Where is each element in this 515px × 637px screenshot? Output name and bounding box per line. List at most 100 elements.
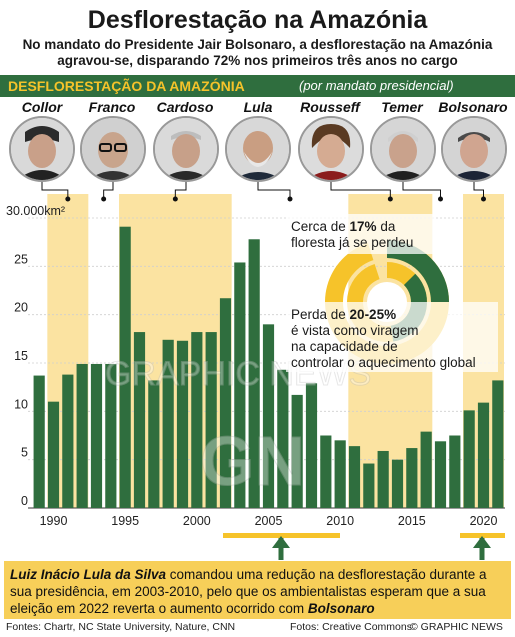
bar-1993 [90, 363, 103, 508]
portrait-franco [80, 116, 146, 182]
y-tick-label: 5 [21, 446, 28, 460]
portrait-collor [9, 116, 75, 182]
bar-2019 [463, 410, 475, 508]
footer-photos: Fotos: Creative Commons [290, 621, 412, 633]
bar-2001 [205, 332, 217, 508]
portrait-lula [225, 116, 291, 182]
president-name-franco: Franco [88, 99, 136, 115]
svg-text:na capacidade de: na capacidade de [291, 339, 398, 354]
bar-2009 [320, 435, 332, 508]
connector-dot-franco [101, 196, 107, 202]
bar-2008 [305, 383, 318, 508]
x-tick-label: 1995 [111, 514, 139, 528]
bottom-note-name-bolsonaro: Bolsonaro [307, 601, 375, 616]
x-tick-label: 2015 [398, 514, 426, 528]
portrait-rousseff [298, 116, 364, 182]
bar-2004 [248, 239, 260, 508]
connector-dot-collor [65, 196, 71, 202]
bar-2012 [363, 463, 375, 508]
connector-dot-temer [438, 196, 443, 202]
portrait-cardoso [153, 116, 219, 182]
lula-term-bracket [223, 533, 340, 560]
bar-2013 [377, 450, 389, 508]
section-header-bar [0, 75, 515, 97]
connector-bolsonaro [473, 182, 484, 198]
connector-lula [257, 182, 291, 198]
svg-text:Perda de 20-25%: Perda de 20-25% [291, 307, 396, 322]
portrait-bolsonaro [441, 116, 507, 182]
bar-1990 [47, 401, 60, 508]
bar-2000 [191, 332, 203, 508]
bar-2015 [406, 448, 418, 508]
x-tick-label: 2005 [255, 514, 283, 528]
bar-2011 [348, 446, 361, 508]
y-tick-label: 30.000km² [6, 204, 65, 218]
donut-lost-segment [387, 240, 449, 302]
svg-text:controlar o aquecimento global: controlar o aquecimento global [291, 355, 476, 370]
president-name-rousseff: Rousseff [300, 99, 360, 115]
connector-dot-cardoso [172, 196, 178, 202]
bolsonaro-term-bracket [460, 533, 505, 560]
connector-collor [41, 182, 69, 198]
y-tick-label: 10 [14, 397, 28, 411]
bar-2018 [449, 435, 461, 508]
connector-dot-rousseff [387, 196, 393, 202]
page-title: Desflorestação na Amazónia [87, 6, 428, 34]
bar-2017 [434, 441, 447, 508]
president-name-temer: Temer [381, 99, 423, 115]
y-tick-label: 25 [14, 252, 28, 266]
bar-2003 [234, 262, 246, 508]
bar-2007 [291, 394, 303, 508]
forest-lost-value: 17% [350, 219, 377, 234]
president-name-collor: Collor [21, 99, 63, 115]
bottom-note-text: comandou uma redução na desflorestação d… [10, 567, 487, 616]
page-subtitle: No mandato do Presidente Jair Bolsonaro,… [22, 37, 493, 68]
bar-1995 [119, 226, 131, 508]
y-tick-label: 15 [14, 349, 28, 363]
bar-2005 [262, 324, 275, 508]
bar-2016 [420, 431, 432, 508]
bar-2021 [492, 380, 504, 508]
connector-rousseff [330, 182, 391, 198]
svg-text:é vista como viragem: é vista como viragem [291, 323, 419, 338]
section-title: DESFLORESTAÇÃO DA AMAZÓNIA [8, 78, 245, 94]
bottom-note-box [4, 561, 511, 619]
portrait-temer [370, 116, 436, 182]
bar-1996 [133, 332, 146, 508]
x-tick-label: 1990 [40, 514, 68, 528]
y-tick-label: 20 [14, 301, 28, 315]
bar-1997 [148, 380, 160, 508]
bar-2010 [334, 440, 346, 508]
connector-temer [402, 182, 441, 198]
footer-sources: Fontes: Chartr, NC State University, Nat… [6, 621, 236, 633]
connector-franco [103, 182, 114, 198]
x-tick-label: 2020 [470, 514, 498, 528]
svg-text:Cerca de 17% da: Cerca de 17% da [291, 219, 396, 234]
connector-dot-bolsonaro [481, 196, 486, 202]
president-name-cardoso: Cardoso [156, 99, 214, 115]
y-tick-label: 0 [21, 494, 28, 508]
footer-credit: © GRAPHIC NEWS [410, 621, 503, 633]
connector-cardoso [174, 182, 187, 198]
president-name-lula: Lula [243, 99, 273, 115]
annotation-tipping-point: Perda de 20-25% é vista como viragem na … [286, 302, 498, 372]
bar-1998 [162, 339, 174, 508]
bar-1989 [33, 375, 45, 508]
annotation-forest-lost: Cerca de 17% da floresta já se perdeu [286, 214, 436, 254]
bar-1992 [76, 363, 88, 508]
bottom-note: Luiz Inácio Lula da Silva comandou uma r… [10, 566, 505, 617]
section-subtitle: (por mandato presidencial) [299, 78, 454, 93]
x-tick-label: 2000 [183, 514, 211, 528]
connector-dot-lula [287, 196, 293, 202]
bar-2002 [219, 298, 232, 508]
tipping-value: 20-25% [350, 307, 397, 322]
bar-1999 [176, 340, 189, 508]
x-tick-label: 2010 [326, 514, 354, 528]
bar-2020 [477, 402, 490, 508]
svg-text:floresta já se perdeu: floresta já se perdeu [291, 235, 413, 250]
president-name-bolsonaro: Bolsonaro [438, 99, 508, 115]
bar-1991 [62, 374, 74, 508]
bar-2014 [391, 459, 404, 508]
watermark-letters: GN [200, 422, 305, 500]
